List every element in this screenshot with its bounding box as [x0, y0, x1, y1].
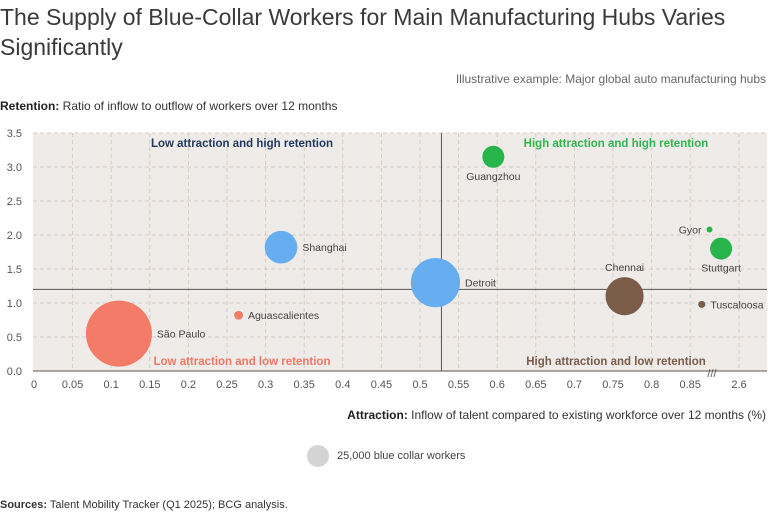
- bubble: [264, 230, 298, 264]
- bubble: [85, 300, 152, 367]
- x-tick-label: 0.6: [490, 379, 505, 391]
- bubble: [605, 277, 644, 316]
- bubble: [234, 310, 243, 320]
- quadrant-label: High attraction and low retention: [526, 356, 706, 368]
- x-ticks: 0 0.05 0.1 0.15 0.2 0.25 0.3 0.35 0.4 0.45 0.5 0.55…: [31, 379, 747, 391]
- bubble: [710, 237, 733, 260]
- x-tick-label: 0.45: [371, 379, 392, 391]
- sources-note: Sources: Talent Mobility Tracker (Q1 202…: [0, 499, 288, 511]
- y-ticks: 0.0 0.5 1.0 1.5 2.0 2.5 3.0 3.5: [7, 128, 22, 378]
- x-axis-title: Attraction: Inflow of talent compared to…: [347, 408, 766, 422]
- x-tick-label: 0.15: [139, 379, 160, 391]
- y-tick-label: 2.0: [7, 230, 22, 242]
- x-tick-label: 2.6: [731, 379, 746, 391]
- sources-text: Talent Mobility Tracker (Q1 2025); BCG a…: [47, 499, 288, 511]
- quadrant-dividers: [33, 133, 767, 371]
- x-tick-label: 0.65: [525, 379, 546, 391]
- bubble: [706, 226, 713, 233]
- x-tick-label: 0.5: [412, 379, 427, 391]
- y-tick-label: 1.0: [7, 298, 22, 310]
- x-tick-label: 0.55: [448, 379, 469, 391]
- bubble: [482, 145, 505, 168]
- x-axis-title-bold: Attraction:: [347, 408, 408, 422]
- point-label: Detroit: [465, 278, 496, 290]
- sources-bold: Sources:: [0, 499, 48, 511]
- x-axis-break-symbol: ///: [707, 368, 717, 380]
- point-label: Stuttgart: [701, 263, 741, 275]
- y-tick-label: 2.5: [7, 196, 22, 208]
- point-labels: São Paulo Aguascalientes Shanghai Detroit Gu…: [157, 171, 764, 341]
- point-label: Chennai: [605, 262, 644, 274]
- x-tick-label: 0.1: [104, 379, 119, 391]
- legend-bubble: [307, 445, 329, 467]
- quadrant-label: Low attraction and low retention: [154, 356, 331, 368]
- y-axis-title-text: Ratio of inflow to outflow of workers ov…: [59, 99, 338, 113]
- point-label: Shanghai: [302, 242, 346, 254]
- y-tick-label: 3.5: [7, 128, 22, 140]
- chart-subtitle: Illustrative example: Major global auto …: [455, 72, 766, 86]
- bubble: [698, 300, 706, 308]
- y-tick-label: 0.0: [7, 366, 22, 378]
- x-tick-label: 0.75: [602, 379, 623, 391]
- x-tick-label: 0.7: [567, 379, 582, 391]
- size-legend: 25,000 blue collar workers: [307, 444, 465, 468]
- x-axis-title-text: Inflow of talent compared to existing wo…: [407, 408, 766, 422]
- bubbles: [85, 145, 733, 367]
- y-axis-title: Retention: Ratio of inflow to outflow of…: [0, 99, 337, 113]
- x-tick-label: 0.8: [644, 379, 659, 391]
- legend-label: 25,000 blue collar workers: [337, 450, 466, 462]
- point-label: Gyor: [679, 225, 702, 237]
- y-tick-label: 3.0: [7, 162, 22, 174]
- chart-title: The Supply of Blue-Collar Workers for Ma…: [0, 4, 726, 60]
- x-tick-label: 0.05: [62, 379, 83, 391]
- point-label: São Paulo: [157, 329, 206, 341]
- plot-background: [33, 133, 767, 371]
- quadrant-labels: Low attraction and high retention High at…: [151, 138, 708, 368]
- quadrant-label: Low attraction and high retention: [151, 138, 333, 150]
- y-tick-label: 0.5: [7, 332, 22, 344]
- bubble-chart: Low attraction and high retention High at…: [7, 128, 767, 391]
- point-label: Tuscaloosa: [710, 299, 763, 311]
- x-tick-label: 0.25: [216, 379, 237, 391]
- y-tick-label: 1.5: [7, 264, 22, 276]
- point-label: Guangzhou: [466, 171, 520, 183]
- x-tick-label: 0.85: [679, 379, 700, 391]
- bubble: [410, 258, 461, 308]
- x-tick-label: 0: [31, 379, 37, 391]
- y-axis-title-bold: Retention:: [0, 99, 60, 113]
- x-tick-label: 0.4: [335, 379, 350, 391]
- x-tick-label: 0.35: [293, 379, 314, 391]
- x-tick-label: 0.2: [181, 379, 196, 391]
- quadrant-label: High attraction and high retention: [524, 138, 709, 150]
- x-tick-label: 0.3: [258, 379, 273, 391]
- point-label: Aguascalientes: [248, 310, 319, 322]
